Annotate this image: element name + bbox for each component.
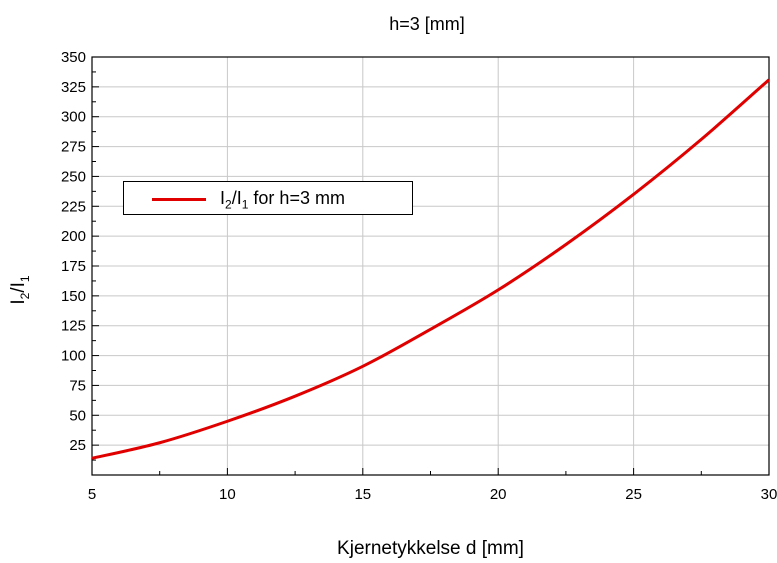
series-line (91, 78, 770, 460)
y-tick-label: 125 (61, 318, 86, 335)
tick-labels: 5 10 15 20 25 30 25 50 75 100 125 150 175 200 225 250 27… (61, 49, 777, 503)
legend: I2/I1 for h=3 mm (123, 181, 413, 215)
y-tick-label: 50 (69, 407, 86, 424)
y-tick-label: 350 (61, 49, 86, 66)
y-tick-label: 325 (61, 79, 86, 96)
legend-label: I2/I1 for h=3 mm (220, 188, 345, 212)
y-tick-label: 275 (61, 139, 86, 156)
y-tick-label: 75 (69, 377, 86, 394)
y-tick-label: 250 (61, 168, 86, 185)
y-tick-label: 25 (69, 437, 86, 454)
x-axis-label: Kjernetykkelse d [mm] (337, 538, 524, 559)
y-axis-label: I2/I1 (8, 275, 32, 305)
series-layer (91, 78, 770, 460)
x-tick-label: 10 (219, 486, 236, 503)
plot-frame (91, 56, 770, 476)
x-tick-label: 30 (761, 486, 777, 503)
x-tick-label: 20 (490, 486, 507, 503)
grid-lines (91, 56, 770, 475)
x-tick-label: 5 (88, 486, 96, 503)
y-tick-label: 225 (61, 198, 86, 215)
x-tick-label: 15 (354, 486, 371, 503)
x-tick-label: 25 (625, 486, 642, 503)
y-tick-label: 175 (61, 258, 86, 275)
y-tick-label: 100 (61, 348, 86, 365)
legend-swatch (152, 198, 206, 201)
y-tick-label: 300 (61, 109, 86, 126)
chart-title: h=3 [mm] (389, 14, 465, 34)
y-tick-label: 200 (61, 228, 86, 245)
y-tick-label: 150 (61, 288, 86, 305)
axes (91, 56, 770, 476)
